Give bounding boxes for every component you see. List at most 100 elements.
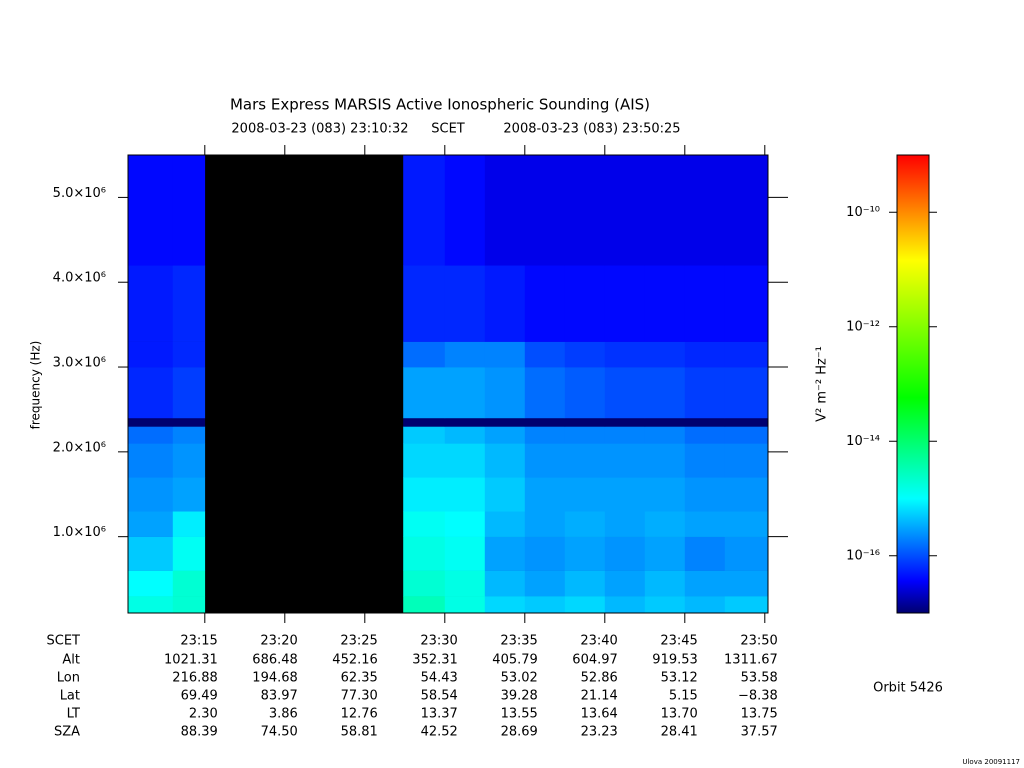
ephemeris-label: Lat xyxy=(60,689,80,704)
spectrogram-cell xyxy=(128,417,174,427)
spectrogram-cell xyxy=(128,426,174,444)
credit: Ulova 20091117 xyxy=(962,758,1020,766)
spectrogram-cell xyxy=(403,570,446,597)
ephemeris-value: 74.50 xyxy=(261,725,298,740)
spectrogram-cell xyxy=(172,417,206,427)
spectrogram-cell xyxy=(484,367,526,419)
spectrogram-cell xyxy=(604,426,646,444)
spectrogram-cell xyxy=(403,511,446,537)
spectrogram-cell xyxy=(644,443,686,478)
spectrogram-cell xyxy=(724,265,769,342)
spectrogram-cell xyxy=(684,417,726,427)
spectrogram-cell xyxy=(564,443,606,478)
ephemeris-value: 53.12 xyxy=(661,671,698,686)
y-tick-label: 5.0×10⁶ xyxy=(53,186,106,201)
spectrogram-cell xyxy=(403,367,446,419)
spectrogram-cell xyxy=(403,426,446,444)
ephemeris-value: 88.39 xyxy=(181,725,218,740)
spectrogram-cell xyxy=(644,570,686,597)
x-tick-label: 23:35 xyxy=(500,634,537,649)
spectrogram-cell xyxy=(644,596,686,614)
ephemeris-value: 58.81 xyxy=(341,725,378,740)
spectrogram-cell xyxy=(684,477,726,512)
spectrogram-cell xyxy=(724,596,769,614)
spectrogram-cell xyxy=(172,511,206,537)
spectrogram-cell xyxy=(604,341,646,368)
spectrogram-cell xyxy=(564,367,606,419)
colorbar-label: V² m⁻² Hz⁻¹ xyxy=(815,346,830,422)
spectrogram-cell xyxy=(564,426,606,444)
spectrogram-cell xyxy=(564,477,606,512)
colorbar-tick-label: 10⁻¹⁰ xyxy=(846,205,880,220)
spectrogram-cell xyxy=(128,341,174,368)
ephemeris-value: 5.15 xyxy=(669,689,698,704)
orbit-label: Orbit 5426 xyxy=(873,681,943,696)
spectrogram-cell xyxy=(524,155,566,266)
ephemeris-value: 216.88 xyxy=(172,671,218,686)
ephemeris-value: 194.68 xyxy=(252,671,298,686)
spectrogram-cell xyxy=(444,367,486,419)
ephemeris-value: 13.75 xyxy=(741,707,778,722)
spectrogram-cell xyxy=(403,265,446,342)
start-time: 2008-03-23 (083) 23:10:32 xyxy=(231,122,408,137)
spectrogram-cell xyxy=(403,443,446,478)
colorbar-tick-label: 10⁻¹⁴ xyxy=(846,434,880,449)
plot-frame xyxy=(127,154,769,614)
spectrogram-cell xyxy=(444,155,486,266)
spectrogram-cell xyxy=(524,596,566,614)
spectrogram-cell xyxy=(484,417,526,427)
ephemeris-value: 58.54 xyxy=(421,689,458,704)
x-tick-label: 23:30 xyxy=(420,634,457,649)
spectrogram-cell xyxy=(444,417,486,427)
spectrogram-cell xyxy=(484,596,526,614)
ephemeris-value: 13.37 xyxy=(421,707,458,722)
spectrogram-cell xyxy=(484,477,526,512)
ephemeris-value: 37.57 xyxy=(741,725,778,740)
spectrogram-cell xyxy=(684,511,726,537)
spectrogram-cell xyxy=(724,443,769,478)
ephemeris-value: 21.14 xyxy=(581,689,618,704)
ephemeris-value: 2.30 xyxy=(189,707,218,722)
colorbar xyxy=(896,154,930,614)
spectrogram-cell xyxy=(644,155,686,266)
spectrogram-cell xyxy=(644,511,686,537)
ephemeris-value: 62.35 xyxy=(341,671,378,686)
spectrogram-cell xyxy=(128,265,174,342)
spectrogram-cell xyxy=(564,265,606,342)
spectrogram-cell xyxy=(644,536,686,571)
ephemeris-value: 69.49 xyxy=(181,689,218,704)
spectrogram-cell xyxy=(564,596,606,614)
spectrogram-cell xyxy=(684,155,726,266)
spectrogram-cell xyxy=(724,536,769,571)
spectrogram-cell xyxy=(172,155,206,266)
colorbar-tick-label: 10⁻¹² xyxy=(846,319,880,334)
spectrogram-cell xyxy=(684,341,726,368)
spectrogram-cell xyxy=(484,443,526,478)
ephemeris-value: −8.38 xyxy=(738,689,778,704)
spectrogram-cell xyxy=(684,536,726,571)
ephemeris-value: 83.97 xyxy=(261,689,298,704)
spectrogram-cell xyxy=(524,367,566,419)
end-time: 2008-03-23 (083) 23:50:25 xyxy=(503,122,680,137)
ephemeris-value: 452.16 xyxy=(332,653,378,668)
ephemeris-value: 405.79 xyxy=(492,653,538,668)
spectrogram-cell xyxy=(604,596,646,614)
spectrogram-cell xyxy=(524,477,566,512)
spectrogram-cell xyxy=(684,265,726,342)
spectrogram-cell xyxy=(172,426,206,444)
spectrogram-cell xyxy=(684,443,726,478)
spectrogram-cell xyxy=(403,417,446,427)
colorbar-tick-label: 10⁻¹⁶ xyxy=(846,548,880,563)
spectrogram-cell xyxy=(604,536,646,571)
spectrogram-cell xyxy=(484,511,526,537)
spectrogram-cell xyxy=(524,265,566,342)
x-tick-label: 23:25 xyxy=(340,634,377,649)
ephemeris-label: LT xyxy=(67,707,80,722)
ephemeris-value: 3.86 xyxy=(269,707,298,722)
spectrogram-cell xyxy=(484,341,526,368)
spectrogram-cell xyxy=(524,536,566,571)
ephemeris-value: 53.58 xyxy=(741,671,778,686)
x-tick-label: 23:15 xyxy=(180,634,217,649)
ephemeris-label: Alt xyxy=(62,653,80,668)
spectrogram-cell xyxy=(403,536,446,571)
